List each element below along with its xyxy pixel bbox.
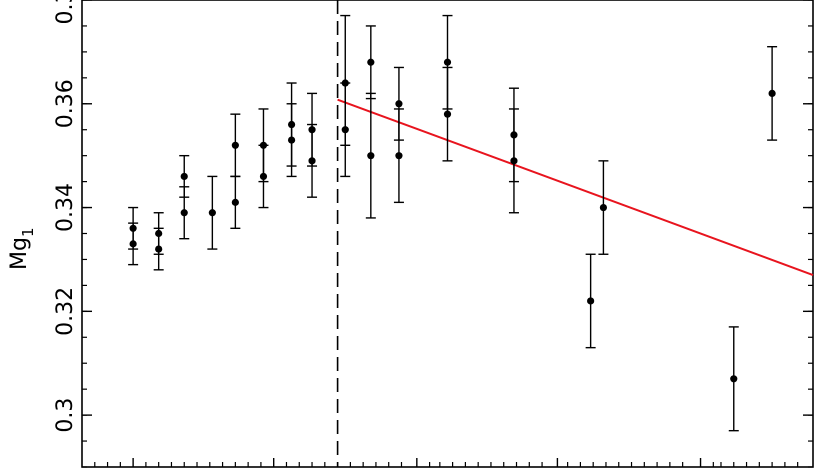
data-point bbox=[308, 126, 316, 134]
data-point bbox=[231, 198, 239, 206]
fit-line bbox=[337, 98, 814, 276]
data-point bbox=[367, 58, 375, 66]
data-point bbox=[599, 203, 608, 212]
data-point bbox=[341, 79, 349, 87]
data-point bbox=[129, 224, 137, 232]
major-ticks bbox=[132, 458, 702, 467]
y-tick-label: 0.36 bbox=[53, 79, 78, 128]
y-axis-tick-labels: 0.3 0.32 0.34 0.36 0.38 bbox=[53, 0, 78, 433]
data-point bbox=[155, 229, 163, 238]
y-tick-label: 0.3 bbox=[53, 398, 78, 433]
data-point bbox=[287, 120, 296, 129]
y-axis-title-main: Mg bbox=[7, 237, 32, 270]
data-point bbox=[341, 126, 349, 134]
data-point bbox=[510, 157, 518, 165]
data-point bbox=[730, 375, 738, 383]
data-point bbox=[367, 152, 375, 160]
data-point bbox=[395, 152, 403, 160]
data-point bbox=[259, 141, 268, 149]
data-point bbox=[587, 297, 595, 305]
minor-ticks bbox=[94, 462, 799, 467]
data-point bbox=[208, 209, 216, 217]
y-tick-label: 0.34 bbox=[53, 183, 78, 232]
data-point bbox=[510, 131, 518, 139]
data-point bbox=[308, 157, 316, 165]
data-point bbox=[180, 209, 188, 217]
data-point bbox=[395, 100, 403, 108]
data-point bbox=[155, 245, 163, 253]
y-axis-ticks bbox=[82, 0, 813, 468]
y-tick-label: 0.32 bbox=[53, 287, 78, 336]
error-bars bbox=[128, 14, 778, 432]
data-point bbox=[287, 136, 296, 144]
data-point bbox=[768, 89, 776, 97]
y-axis-title-subscript: 1 bbox=[19, 228, 37, 238]
data-point bbox=[443, 110, 452, 118]
data-point bbox=[259, 172, 268, 181]
y-tick-label: 0.38 bbox=[53, 0, 78, 24]
y-axis-title: Mg1 bbox=[7, 228, 37, 271]
data-point bbox=[443, 58, 452, 66]
data-point bbox=[231, 141, 239, 149]
data-point bbox=[129, 240, 137, 248]
data-point bbox=[180, 172, 188, 181]
data-points bbox=[129, 58, 776, 383]
